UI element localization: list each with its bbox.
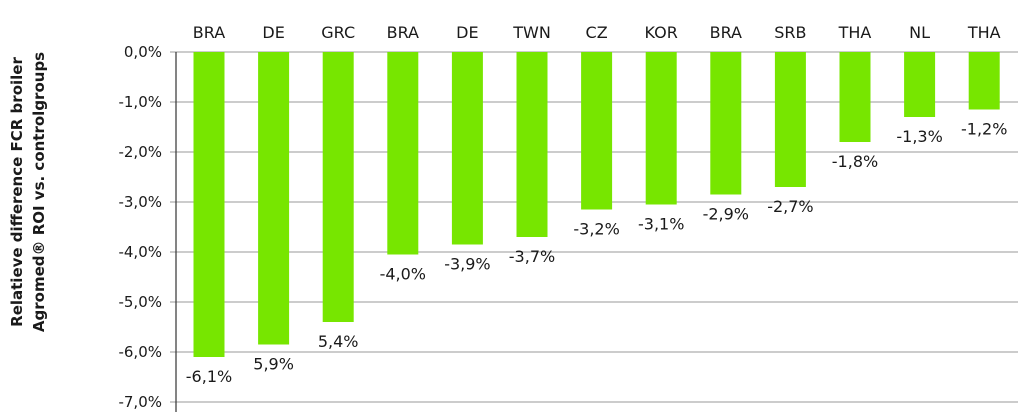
category-label: NL	[909, 23, 930, 42]
y-axis-title-line-2: Agromed® ROI vs. controlgroups	[30, 52, 48, 332]
category-label: KOR	[645, 23, 678, 42]
y-axis-title-line-1: Relatieve difference FCR broiler	[8, 57, 26, 327]
bar	[839, 52, 871, 142]
category-label: CZ	[586, 23, 608, 42]
y-axis-title: Relatieve difference FCR broiler Agromed…	[8, 52, 48, 332]
data-label: -2,7%	[767, 197, 813, 216]
y-tick-label: 0,0%	[124, 43, 162, 61]
data-label: -3,1%	[638, 215, 684, 234]
data-label: -1,8%	[832, 152, 878, 171]
category-label: DE	[456, 23, 478, 42]
bar	[258, 52, 290, 345]
category-label: THA	[967, 23, 1001, 42]
category-label: BRA	[193, 23, 225, 42]
category-label: TWN	[512, 23, 551, 42]
category-label: DE	[262, 23, 284, 42]
data-label: -3,2%	[573, 220, 619, 239]
bar	[451, 52, 483, 245]
category-label: GRC	[321, 23, 355, 42]
bar	[710, 52, 742, 195]
y-tick-label: -6,0%	[118, 343, 162, 361]
data-label: -6,1%	[186, 367, 232, 386]
y-tick-label: -5,0%	[118, 293, 162, 311]
y-tick-label: -7,0%	[118, 393, 162, 411]
bar	[968, 52, 1000, 110]
bar	[581, 52, 613, 210]
y-tick-label: -2,0%	[118, 143, 162, 161]
data-label: -1,2%	[961, 120, 1007, 139]
category-label: BRA	[710, 23, 742, 42]
y-tick-labels: 0,0% -1,0% -2,0% -3,0% -4,0% -5,0% -6,0% -7,0%	[118, 43, 162, 411]
bar	[516, 52, 548, 237]
data-label: 5,9%	[253, 355, 294, 374]
category-label: THA	[838, 23, 872, 42]
data-label: -3,9%	[444, 255, 490, 274]
data-label: -2,9%	[703, 205, 749, 224]
category-label: SRB	[774, 23, 806, 42]
data-label: 5,4%	[318, 332, 359, 351]
data-labels: -6,1% 5,9% 5,4% -4,0% -3,9% -3,7% -3,2% -3,1% -2…	[186, 120, 1008, 387]
y-tick-label: -4,0%	[118, 243, 162, 261]
bar	[645, 52, 677, 205]
bar	[193, 52, 225, 357]
category-labels: BRA DE GRC BRA DE TWN CZ KOR BRA SRB THA NL THA	[193, 23, 1001, 42]
bar	[904, 52, 936, 117]
data-label: -4,0%	[380, 265, 426, 284]
data-label: -3,7%	[509, 247, 555, 266]
category-label: BRA	[387, 23, 419, 42]
data-label: -1,3%	[896, 127, 942, 146]
y-tick-label: -1,0%	[118, 93, 162, 111]
y-tick-label: -3,0%	[118, 193, 162, 211]
bar	[387, 52, 419, 255]
bar	[774, 52, 806, 187]
bars	[193, 52, 1000, 357]
bar	[322, 52, 354, 322]
